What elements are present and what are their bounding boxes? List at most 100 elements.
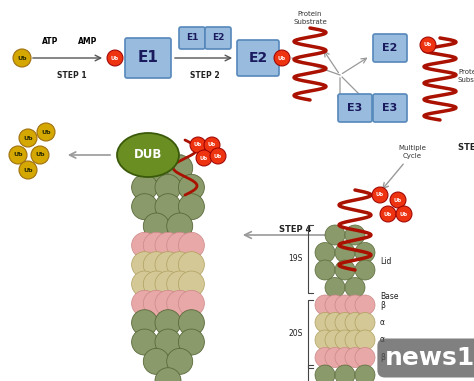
Circle shape — [315, 312, 335, 333]
Circle shape — [335, 242, 355, 263]
Text: Ub: Ub — [394, 197, 402, 202]
Circle shape — [345, 347, 365, 368]
Text: Protein: Protein — [458, 69, 474, 75]
Circle shape — [132, 232, 157, 258]
Circle shape — [167, 213, 193, 239]
Circle shape — [390, 192, 406, 208]
Circle shape — [155, 194, 181, 220]
Text: E1: E1 — [137, 51, 158, 66]
FancyBboxPatch shape — [125, 38, 171, 78]
Circle shape — [9, 146, 27, 164]
Circle shape — [335, 312, 355, 333]
Circle shape — [155, 174, 181, 200]
Text: Ub: Ub — [278, 56, 286, 61]
Text: Ub: Ub — [200, 155, 208, 160]
Circle shape — [396, 206, 412, 222]
Circle shape — [178, 194, 204, 220]
Circle shape — [372, 187, 388, 203]
Circle shape — [132, 271, 157, 297]
Circle shape — [355, 295, 375, 315]
Text: Substrate: Substrate — [293, 19, 327, 25]
Circle shape — [143, 252, 169, 278]
Circle shape — [167, 155, 193, 181]
Ellipse shape — [117, 133, 179, 177]
Text: STEP 1: STEP 1 — [57, 72, 87, 80]
Circle shape — [143, 213, 169, 239]
Circle shape — [132, 174, 157, 200]
Text: β: β — [380, 353, 385, 362]
Text: E3: E3 — [347, 103, 363, 113]
Circle shape — [345, 295, 365, 315]
Circle shape — [167, 232, 193, 258]
Circle shape — [107, 50, 123, 66]
Text: E2: E2 — [248, 51, 268, 65]
Circle shape — [325, 277, 345, 298]
FancyBboxPatch shape — [179, 27, 205, 49]
FancyBboxPatch shape — [338, 94, 372, 122]
Text: DUB: DUB — [134, 149, 162, 162]
Text: Ub: Ub — [384, 211, 392, 216]
Circle shape — [155, 368, 181, 381]
Circle shape — [143, 271, 169, 297]
Circle shape — [355, 365, 375, 381]
Circle shape — [355, 347, 375, 368]
Text: Ub: Ub — [376, 192, 384, 197]
Circle shape — [132, 329, 157, 355]
Circle shape — [178, 310, 204, 336]
Circle shape — [315, 260, 335, 280]
Text: Ub: Ub — [23, 136, 33, 141]
Text: 19S: 19S — [289, 255, 303, 263]
Circle shape — [178, 271, 204, 297]
Circle shape — [335, 347, 355, 368]
Circle shape — [132, 290, 157, 316]
Circle shape — [167, 271, 193, 297]
Circle shape — [178, 232, 204, 258]
Circle shape — [355, 330, 375, 350]
Circle shape — [143, 155, 169, 181]
Circle shape — [315, 365, 335, 381]
Circle shape — [13, 49, 31, 67]
Circle shape — [355, 260, 375, 280]
Circle shape — [196, 150, 212, 166]
Text: Ub: Ub — [41, 130, 51, 134]
Text: Base: Base — [380, 292, 399, 301]
Text: Ub: Ub — [13, 152, 23, 157]
Text: news1: news1 — [385, 346, 474, 370]
Circle shape — [325, 347, 345, 368]
Text: Ub: Ub — [194, 142, 202, 147]
Circle shape — [143, 348, 169, 375]
Circle shape — [315, 330, 335, 350]
Circle shape — [178, 290, 204, 316]
Circle shape — [19, 129, 37, 147]
Text: ATP: ATP — [42, 37, 58, 46]
Circle shape — [178, 329, 204, 355]
Circle shape — [155, 290, 181, 316]
Circle shape — [143, 232, 169, 258]
Circle shape — [420, 37, 436, 53]
Text: E1: E1 — [186, 34, 198, 43]
Circle shape — [143, 290, 169, 316]
Circle shape — [155, 252, 181, 278]
Text: Cycle: Cycle — [402, 153, 421, 159]
Text: Multiple: Multiple — [398, 145, 426, 151]
Circle shape — [31, 146, 49, 164]
Circle shape — [167, 290, 193, 316]
Text: E2: E2 — [212, 34, 224, 43]
Circle shape — [345, 312, 365, 333]
Text: 20S: 20S — [289, 329, 303, 338]
Circle shape — [155, 232, 181, 258]
Text: Ub: Ub — [35, 152, 45, 157]
Circle shape — [325, 330, 345, 350]
Circle shape — [210, 148, 226, 164]
Circle shape — [355, 312, 375, 333]
Circle shape — [204, 137, 220, 153]
FancyBboxPatch shape — [205, 27, 231, 49]
Circle shape — [178, 252, 204, 278]
Circle shape — [155, 271, 181, 297]
Text: Ub: Ub — [111, 56, 119, 61]
Circle shape — [132, 310, 157, 336]
FancyBboxPatch shape — [373, 94, 407, 122]
Circle shape — [178, 174, 204, 200]
FancyBboxPatch shape — [373, 34, 407, 62]
FancyBboxPatch shape — [237, 40, 279, 76]
